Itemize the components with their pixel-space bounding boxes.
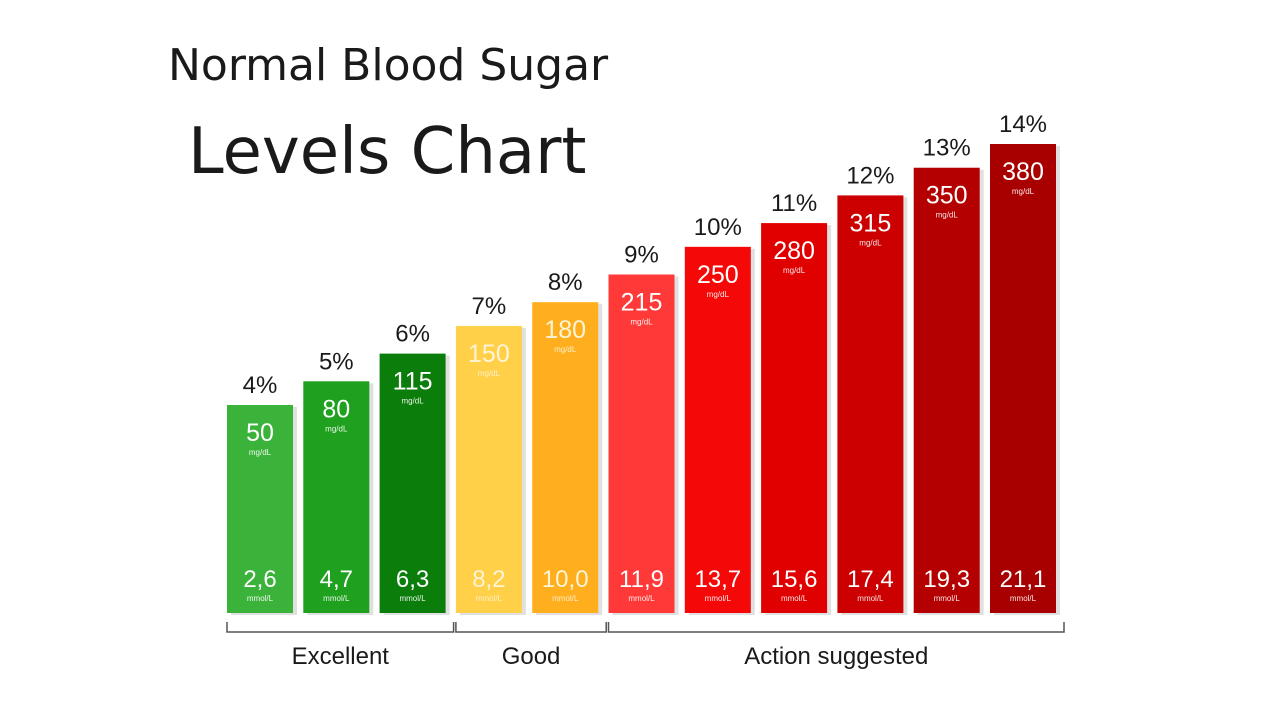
mmol-label: 21,1 bbox=[1000, 566, 1047, 593]
group-label: Action suggested bbox=[744, 643, 928, 670]
category-label: 9% bbox=[624, 242, 659, 269]
value-label: 250 bbox=[697, 261, 739, 289]
value-label: 350 bbox=[926, 182, 968, 210]
group-bracket bbox=[607, 622, 1065, 633]
mmol-label: 2,6 bbox=[243, 566, 276, 593]
value-unit-label: mg/dL bbox=[325, 424, 348, 433]
category-label: 8% bbox=[548, 269, 583, 296]
category-label: 4% bbox=[243, 372, 278, 399]
category-label: 7% bbox=[472, 293, 507, 320]
category-label: 12% bbox=[846, 162, 894, 189]
value-label: 180 bbox=[544, 316, 586, 344]
value-unit-label: mg/dL bbox=[783, 266, 806, 275]
value-unit-label: mg/dL bbox=[859, 238, 882, 247]
chart-title-line2: Levels Chart bbox=[188, 115, 587, 189]
bar bbox=[837, 195, 904, 613]
chart-title-line1: Normal Blood Sugar bbox=[168, 40, 609, 91]
group-bracket bbox=[455, 622, 607, 633]
mmol-unit-label: mmol/L bbox=[552, 594, 579, 603]
value-unit-label: mg/dL bbox=[1012, 187, 1035, 196]
bar bbox=[990, 144, 1056, 613]
bar bbox=[303, 381, 370, 613]
mmol-label: 17,4 bbox=[847, 566, 894, 593]
mmol-unit-label: mmol/L bbox=[323, 594, 350, 603]
mmol-label: 4,7 bbox=[320, 566, 353, 593]
category-label: 6% bbox=[395, 321, 430, 348]
group-label: Excellent bbox=[292, 643, 390, 670]
group-bracket bbox=[226, 622, 455, 633]
group-label: Good bbox=[502, 643, 561, 670]
bar bbox=[761, 223, 828, 613]
mmol-unit-label: mmol/L bbox=[476, 594, 503, 603]
mmol-unit-label: mmol/L bbox=[705, 594, 732, 603]
bar bbox=[684, 246, 751, 613]
value-label: 380 bbox=[1002, 158, 1044, 186]
mmol-label: 10,0 bbox=[542, 566, 589, 593]
mmol-label: 6,3 bbox=[396, 566, 429, 593]
bar bbox=[455, 325, 522, 613]
value-unit-label: mg/dL bbox=[936, 211, 959, 220]
mmol-label: 11,9 bbox=[619, 566, 664, 593]
category-label: 5% bbox=[319, 348, 354, 375]
mmol-unit-label: mmol/L bbox=[857, 594, 884, 603]
bar bbox=[532, 302, 599, 613]
category-label: 13% bbox=[923, 135, 971, 162]
value-unit-label: mg/dL bbox=[707, 290, 730, 299]
bar bbox=[608, 274, 675, 613]
bar bbox=[913, 167, 980, 613]
mmol-label: 15,6 bbox=[771, 566, 818, 593]
value-label: 315 bbox=[850, 209, 892, 237]
value-unit-label: mg/dL bbox=[478, 369, 501, 378]
bar bbox=[379, 353, 446, 613]
mmol-unit-label: mmol/L bbox=[1010, 594, 1037, 603]
value-label: 280 bbox=[773, 237, 815, 265]
bar bbox=[227, 405, 293, 613]
value-label: 80 bbox=[322, 395, 350, 423]
mmol-unit-label: mmol/L bbox=[399, 594, 426, 603]
value-label: 115 bbox=[393, 368, 433, 396]
mmol-unit-label: mmol/L bbox=[934, 594, 961, 603]
value-unit-label: mg/dL bbox=[630, 318, 653, 327]
value-unit-label: mg/dL bbox=[401, 397, 424, 406]
mmol-label: 19,3 bbox=[923, 566, 970, 593]
value-unit-label: mg/dL bbox=[554, 345, 577, 354]
mmol-label: 13,7 bbox=[694, 566, 741, 593]
value-label: 150 bbox=[468, 340, 510, 368]
value-label: 215 bbox=[621, 289, 663, 317]
value-label: 50 bbox=[246, 419, 274, 447]
mmol-unit-label: mmol/L bbox=[781, 594, 808, 603]
mmol-unit-label: mmol/L bbox=[628, 594, 655, 603]
mmol-label: 8,2 bbox=[472, 566, 505, 593]
value-unit-label: mg/dL bbox=[249, 448, 272, 457]
category-label: 11% bbox=[771, 190, 817, 217]
category-label: 14% bbox=[999, 111, 1047, 138]
category-label: 10% bbox=[694, 214, 742, 241]
mmol-unit-label: mmol/L bbox=[247, 594, 274, 603]
